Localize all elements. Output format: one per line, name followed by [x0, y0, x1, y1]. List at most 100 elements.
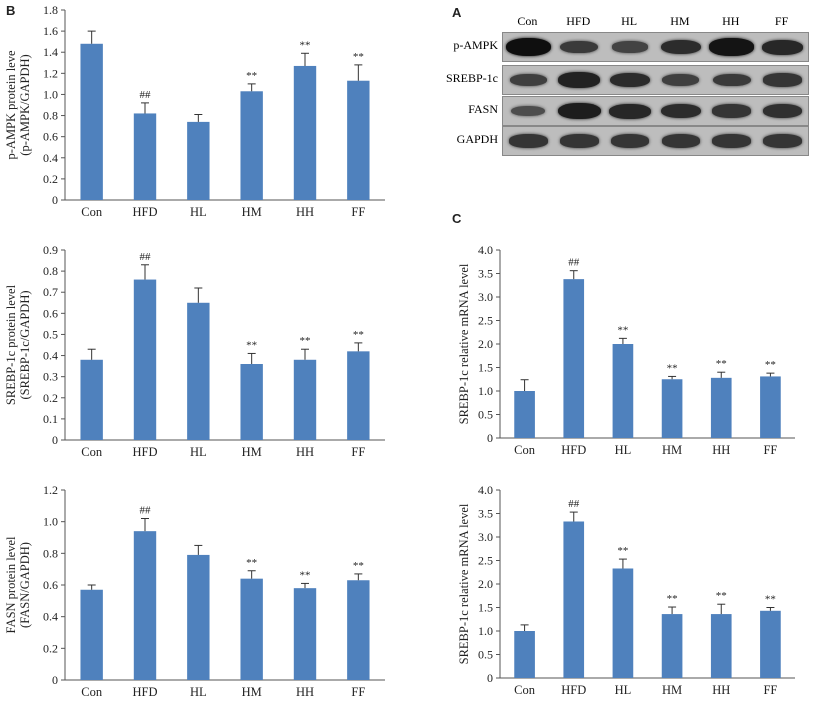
bar-con [514, 631, 535, 678]
y-tick-label: 0.5 [43, 327, 58, 341]
bar-hfd [563, 279, 585, 438]
bar-hh [710, 614, 732, 678]
y-tick-label: 1.5 [478, 601, 493, 615]
blot-band [660, 39, 702, 55]
y-tick-label: 3.5 [478, 267, 493, 281]
chart-fasn-protein: 0 0.2 0.4 0.6 0.8 1.0 1.2 FASN protein level (FA… [4, 483, 385, 699]
x-tick-label: HH [296, 685, 314, 699]
x-tick-label: HL [615, 683, 632, 697]
y-axis-label: SREBP-1c relative mRNA level [457, 263, 471, 424]
significance-mark: ** [300, 335, 311, 347]
bar-hfd [133, 531, 157, 680]
blot-band [509, 134, 548, 148]
blot-band [557, 102, 601, 120]
y-axis-label: SREBP-1c protein level [4, 284, 18, 405]
bar-ff [347, 80, 370, 200]
y-tick-label: 4.0 [478, 483, 493, 497]
significance-mark: ** [765, 359, 776, 371]
blot-band [763, 134, 802, 148]
chart-srebp1c-protein: 0 0.1 0.2 0.3 0.4 0.5 0.6 0.7 0.8 0.9 SREBP-1c pro… [4, 243, 385, 459]
panel-label-a: A [452, 5, 462, 20]
blot-band [661, 134, 701, 148]
bar-ff [760, 610, 781, 678]
bar-hl [612, 568, 634, 678]
y-axis-label: (FASN/GAPDH) [18, 542, 32, 628]
x-tick-label: HH [296, 205, 314, 219]
bar-hl [187, 302, 210, 440]
blot-row-label: FASN [468, 102, 498, 116]
x-tick-label: Con [81, 205, 103, 219]
blot-band [610, 134, 650, 148]
blot-row-label: p-AMPK [453, 38, 498, 52]
x-tick-label: HL [190, 205, 207, 219]
y-tick-label: 0.5 [478, 648, 493, 662]
blot-band [612, 41, 649, 53]
y-tick-label: 0.6 [43, 306, 58, 320]
significance-mark: ** [716, 358, 727, 370]
bar-ff [760, 376, 781, 438]
x-tick-label: HFD [561, 683, 586, 697]
x-tick-label: HFD [561, 443, 586, 457]
y-tick-label: 1.2 [43, 66, 58, 80]
y-axis-label: FASN protein level [4, 536, 18, 634]
significance-mark: ** [246, 339, 257, 351]
y-tick-label: 0 [52, 673, 58, 687]
y-tick-label: 0.8 [43, 546, 58, 560]
x-tick-label: FF [763, 683, 777, 697]
bar-hfd [133, 113, 157, 200]
bar-con [80, 359, 103, 440]
blot-band [560, 40, 599, 54]
y-tick-label: 4.0 [478, 243, 493, 257]
bar-hm [240, 364, 263, 440]
significance-mark: ** [667, 593, 678, 605]
bar-hl [187, 121, 210, 200]
significance-mark: ** [716, 590, 727, 602]
blot-band [662, 74, 700, 86]
blot-lane-label: HM [670, 14, 690, 28]
blot-band [609, 103, 651, 119]
blot-band [660, 103, 702, 119]
x-tick-label: HM [662, 683, 682, 697]
y-tick-label: 2.0 [478, 577, 493, 591]
y-tick-label: 2.5 [478, 554, 493, 568]
y-tick-label: 1.5 [478, 361, 493, 375]
x-tick-label: HFD [132, 205, 157, 219]
y-tick-label: 1.0 [43, 87, 58, 101]
y-tick-label: 1.0 [478, 384, 493, 398]
y-tick-label: 3.0 [478, 290, 493, 304]
x-tick-label: HM [662, 443, 682, 457]
significance-mark: ** [246, 557, 257, 569]
significance-mark: ** [353, 560, 364, 572]
y-axis-label: (SREBP-1c/GAPDH) [18, 290, 32, 399]
bar-hl [187, 554, 210, 680]
y-tick-label: 3.0 [478, 530, 493, 544]
y-tick-label: 0.2 [43, 641, 58, 655]
y-tick-label: 0.8 [43, 109, 58, 123]
significance-mark: ## [568, 498, 580, 510]
blot-band [712, 104, 752, 118]
blot-band [761, 39, 804, 55]
y-tick-label: 0.9 [43, 243, 58, 257]
x-tick-label: HH [712, 443, 730, 457]
panel-label-c: C [452, 211, 462, 226]
x-tick-label: Con [81, 445, 103, 459]
blot-band [709, 38, 755, 56]
western-blot-panel: Con HFD HL HM HH FF p-AMPK SREBP-1c FASN GAPDH [440, 6, 812, 156]
significance-mark: ** [617, 545, 628, 557]
blot-band [712, 73, 751, 87]
blot-strip [502, 65, 809, 95]
chart-srebp1c-mrna-upper: 0 0.5 1.0 1.5 2.0 2.5 3.0 3.5 4.0 SREBP-1c relati… [457, 243, 795, 457]
x-tick-label: HL [190, 445, 207, 459]
x-tick-label: Con [514, 443, 536, 457]
blot-band [558, 72, 601, 88]
y-tick-label: 0 [52, 193, 58, 207]
y-tick-label: 0.4 [43, 151, 58, 165]
blot-band [559, 134, 599, 148]
y-axis-label: (p-AMPK/GAPDH) [18, 54, 32, 155]
blot-strip [502, 126, 809, 156]
x-tick-label: HM [242, 205, 262, 219]
blot-band [505, 38, 552, 56]
y-tick-label: 0.2 [43, 172, 58, 186]
significance-mark: ** [765, 594, 776, 606]
y-tick-label: 0 [52, 433, 58, 447]
